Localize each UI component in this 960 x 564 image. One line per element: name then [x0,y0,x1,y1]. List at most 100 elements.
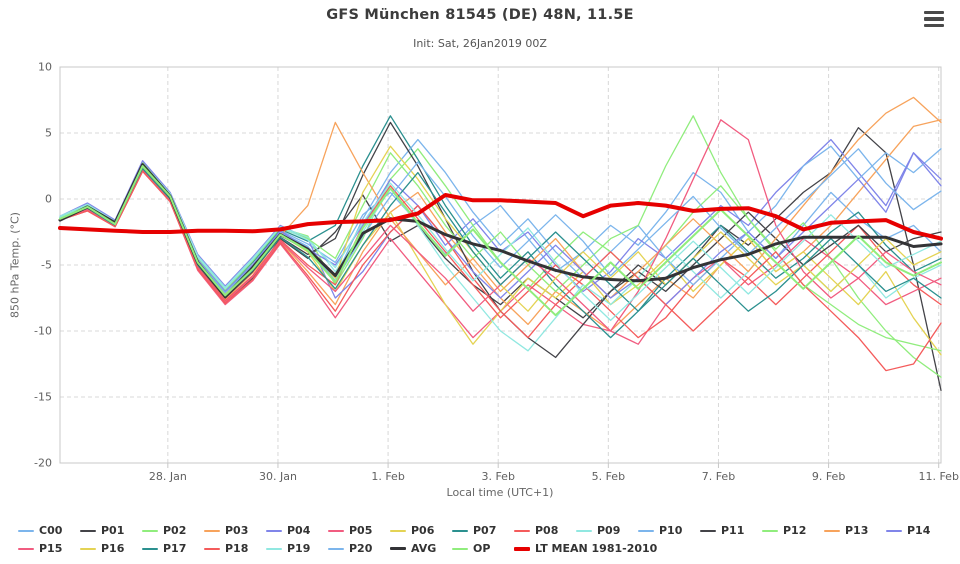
legend-item-p18[interactable]: P18 [204,542,266,555]
y-axis-title: 850 hPa Temp. (°C) [8,212,22,318]
y-tick-label: 5 [45,127,52,140]
legend-item-p01[interactable]: P01 [80,524,142,537]
legend-label: P03 [225,524,249,537]
chart-subtitle: Init: Sat, 26Jan2019 00Z [413,37,547,50]
legend-item-lt-mean-1981-2010[interactable]: LT MEAN 1981-2010 [514,542,657,555]
legend-swatch [328,529,344,532]
legend-swatch [142,547,158,550]
legend-item-p05[interactable]: P05 [328,524,390,537]
legend-swatch [18,529,34,532]
legend-item-p11[interactable]: P11 [700,524,762,537]
legend-swatch [390,529,406,532]
x-tick-label: 7. Feb [702,470,735,483]
x-tick-label: 1. Feb [371,470,404,483]
legend-label: P08 [535,524,559,537]
legend-swatch [328,547,344,550]
legend-label: P07 [473,524,497,537]
legend-label: LT MEAN 1981-2010 [535,542,658,555]
legend-item-p17[interactable]: P17 [142,542,204,555]
legend-label: P02 [163,524,187,537]
chart-export-menu-button[interactable] [922,8,948,30]
legend-label: P19 [287,542,311,555]
legend-swatch [824,529,840,532]
plot-border [59,66,942,464]
legend-item-p12[interactable]: P12 [762,524,824,537]
legend-swatch [514,529,530,532]
legend-item-c00[interactable]: C00 [18,524,80,537]
series-p19 [59,164,942,322]
legend-item-p10[interactable]: P10 [638,524,700,537]
y-tick-label: 0 [45,193,52,206]
legend-label: P10 [659,524,683,537]
x-tick-label: 11. Feb [918,470,958,483]
x-tick-label: 3. Feb [481,470,514,483]
legend-item-avg[interactable]: AVG [390,542,452,555]
legend-swatch [514,546,530,551]
legend-label: OP [473,542,491,555]
legend-item-op[interactable]: OP [452,542,514,555]
legend-label: P12 [783,524,807,537]
legend-swatch [576,529,592,532]
legend-item-p07[interactable]: P07 [452,524,514,537]
legend-swatch [204,529,220,532]
series-p11 [59,121,942,359]
legend-label: P05 [349,524,373,537]
legend-item-p20[interactable]: P20 [328,542,390,555]
legend-label: P09 [597,524,621,537]
series-p08 [59,169,942,339]
series-op [59,165,942,317]
y-tick-label: -5 [41,259,52,272]
legend-swatch [80,547,96,550]
legend-label: P13 [845,524,869,537]
legend-item-p16[interactable]: P16 [80,542,142,555]
x-tick-label: 5. Feb [592,470,625,483]
legend-label: P14 [907,524,931,537]
legend-item-p09[interactable]: P09 [576,524,638,537]
y-tick-label: 10 [38,61,52,74]
legend-swatch [452,529,468,532]
legend-item-p04[interactable]: P04 [266,524,328,537]
series-p15 [59,119,942,332]
x-axis-title: Local time (UTC+1) [446,486,554,499]
y-tick-label: -10 [34,325,52,338]
legend-item-p06[interactable]: P06 [390,524,452,537]
legend-item-p03[interactable]: P03 [204,524,266,537]
legend-swatch [452,547,468,550]
legend-swatch [638,529,654,532]
series-p18 [59,170,942,372]
legend-label: P01 [101,524,125,537]
legend-label: C00 [39,524,63,537]
series-lt-mean-1981-2010 [58,193,943,241]
legend-item-p08[interactable]: P08 [514,524,576,537]
legend-item-p19[interactable]: P19 [266,542,328,555]
legend-swatch [18,547,34,550]
legend-swatch [886,529,902,532]
legend-swatch [80,529,96,532]
x-tick-label: 9. Feb [812,470,845,483]
legend-swatch [390,547,406,550]
legend-swatch [266,529,282,532]
legend-item-p13[interactable]: P13 [824,524,886,537]
legend-item-p02[interactable]: P02 [142,524,204,537]
series-p03 [59,119,942,332]
legend-item-p14[interactable]: P14 [886,524,948,537]
legend-label: P11 [721,524,745,537]
chart-legend: C00 P01 P02 P03 P04 P05 P06 P07 P08 P09 P10 P11 P12 P… [18,524,954,555]
legend-swatch [204,547,220,550]
legend-label: P20 [349,542,373,555]
y-tick-label: -20 [34,457,52,470]
legend-label: P15 [39,542,63,555]
legend-label: P16 [101,542,125,555]
legend-swatch [700,529,716,532]
x-tick-label: 30. Jan [259,470,297,483]
legend-label: AVG [411,542,437,555]
y-tick-label: -15 [34,391,52,404]
legend-swatch [762,529,778,532]
legend-label: P04 [287,524,311,537]
series-p12 [59,115,942,352]
legend-swatch [266,547,282,550]
legend-item-p15[interactable]: P15 [18,542,80,555]
legend-label: P17 [163,542,187,555]
legend-label: P18 [225,542,249,555]
